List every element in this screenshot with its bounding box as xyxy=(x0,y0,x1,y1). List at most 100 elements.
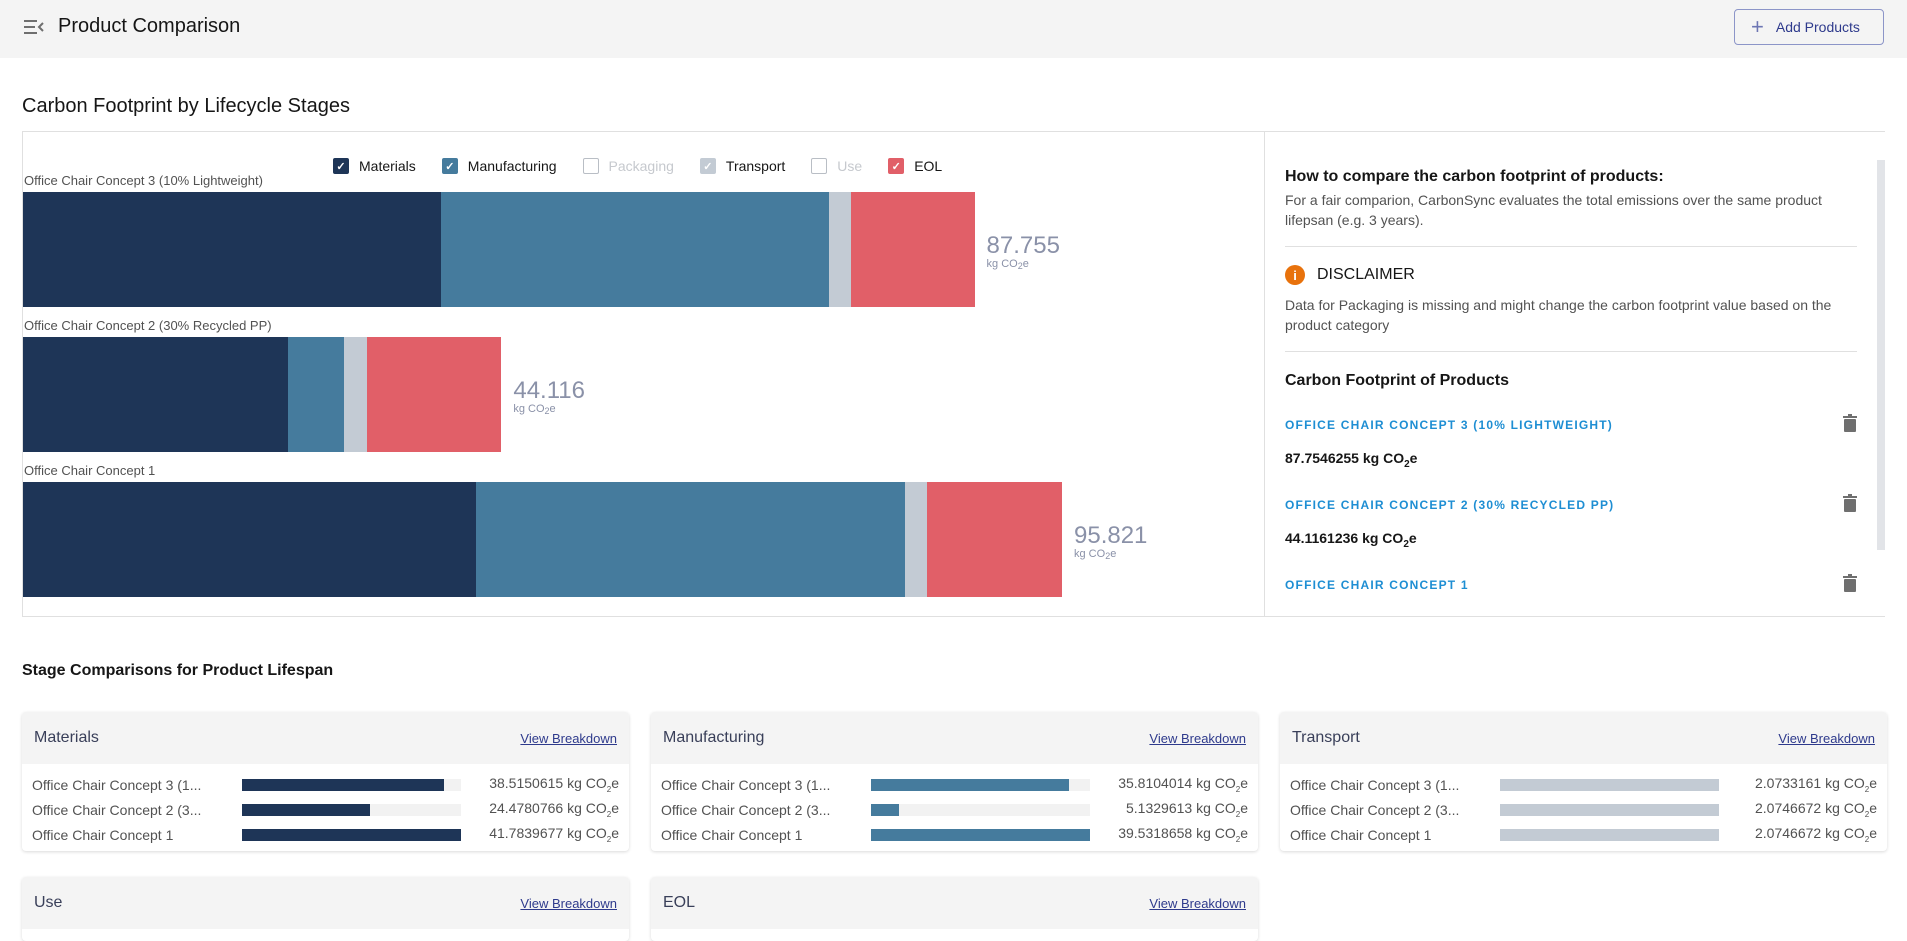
bar-total-unit: kg CO2e xyxy=(1074,548,1117,561)
view-breakdown-link[interactable]: View Breakdown xyxy=(1149,895,1246,911)
bar-segment-manufacturing[interactable] xyxy=(476,482,905,597)
stage-card-materials: Materials View Breakdown Office Chair Conc… xyxy=(22,712,629,851)
view-breakdown-link[interactable]: View Breakdown xyxy=(520,895,617,911)
bar-segment-manufacturing[interactable] xyxy=(288,337,345,452)
view-breakdown-link[interactable]: View Breakdown xyxy=(1149,730,1246,746)
row-bar-fill xyxy=(871,778,1070,791)
disclaimer-title: DISCLAIMER xyxy=(1317,266,1415,283)
bar-segment-transport[interactable] xyxy=(904,482,928,597)
stacked-bar xyxy=(23,482,1062,597)
bar-segment-materials[interactable] xyxy=(23,337,289,452)
comparison-row: Office Chair Concept 1 39.5318658 kg CO2e xyxy=(661,822,1248,847)
product-item: OFFICE CHAIR CONCEPT 1 xyxy=(1285,573,1857,592)
legend-item-materials[interactable]: ✓ Materials xyxy=(333,158,416,174)
bar-segment-transport[interactable] xyxy=(828,192,852,307)
view-breakdown-link[interactable]: View Breakdown xyxy=(1778,730,1875,746)
view-breakdown-link[interactable]: View Breakdown xyxy=(520,730,617,746)
side-panel-scrollbar[interactable] xyxy=(1877,160,1885,550)
side-panel: How to compare the carbon footprint of p… xyxy=(1264,131,1885,617)
legend-label: Packaging xyxy=(608,158,674,174)
checkbox[interactable] xyxy=(582,158,599,174)
card-title: Manufacturing xyxy=(663,729,765,746)
bar-segment-materials[interactable] xyxy=(23,192,441,307)
row-product-name: Office Chair Concept 1 xyxy=(661,826,803,843)
row-bar-track xyxy=(242,803,461,816)
row-bar-track xyxy=(1500,803,1719,816)
row-value: 2.0746672 kg CO2e xyxy=(1755,825,1877,844)
row-product-name: Office Chair Concept 3 (1... xyxy=(32,776,202,793)
comparison-row: Office Chair Concept 2 (3... 24.4780766 k… xyxy=(32,797,619,822)
bar-segment-eol[interactable] xyxy=(366,337,502,452)
legend-label: EOL xyxy=(914,158,943,174)
row-product-name: Office Chair Concept 3 (1... xyxy=(661,776,831,793)
checkbox[interactable] xyxy=(811,158,828,174)
bar-label: Office Chair Concept 2 (30% Recycled PP) xyxy=(24,318,272,333)
row-bar-fill xyxy=(242,778,444,791)
bar-total: 95.821 kg CO2e xyxy=(1074,524,1147,562)
row-bar-fill xyxy=(1500,828,1719,841)
bar-segment-manufacturing[interactable] xyxy=(440,192,829,307)
legend-label: Use xyxy=(837,158,863,174)
row-value: 39.5318658 kg CO2e xyxy=(1118,825,1248,844)
card-body xyxy=(22,929,629,941)
checkbox[interactable]: ✓ xyxy=(699,158,716,174)
bar-total-value: 87.755 xyxy=(986,232,1060,259)
bar-total-unit: kg CO2e xyxy=(513,403,556,416)
legend-item-eol[interactable]: ✓ EOL xyxy=(888,158,942,174)
bar-segment-transport[interactable] xyxy=(344,337,367,452)
product-footprint-value: 87.7546255 kg CO2e xyxy=(1285,450,1418,470)
bar-total-unit: kg CO2e xyxy=(986,258,1029,271)
checkbox[interactable]: ✓ xyxy=(441,158,458,174)
bar-total: 44.116 kg CO2e xyxy=(513,377,585,417)
row-product-name: Office Chair Concept 1 xyxy=(32,826,174,843)
stacked-bar xyxy=(23,337,502,452)
row-product-name: Office Chair Concept 2 (3... xyxy=(32,801,202,818)
row-bar-track xyxy=(871,828,1090,841)
row-value: 2.0746672 kg CO2e xyxy=(1755,800,1877,819)
trash-icon[interactable] xyxy=(1843,573,1857,592)
comparison-row: Office Chair Concept 1 41.7839677 kg CO2e xyxy=(32,822,619,847)
card-body: Office Chair Concept 3 (1... 38.5150615 k… xyxy=(22,764,629,851)
checkbox[interactable]: ✓ xyxy=(333,158,349,174)
row-product-name: Office Chair Concept 2 (3... xyxy=(1290,801,1460,818)
comparison-row: Office Chair Concept 3 (1... 2.0733161 kg… xyxy=(1290,772,1877,797)
card-body: Office Chair Concept 3 (1... 35.8104014 k… xyxy=(651,764,1258,851)
legend-item-packaging[interactable]: Packaging xyxy=(582,158,674,174)
trash-icon[interactable] xyxy=(1843,414,1857,432)
legend-label: Materials xyxy=(359,158,416,174)
product-item: OFFICE CHAIR CONCEPT 3 (10% LIGHTWEIGHT)… xyxy=(1285,414,1857,470)
bar-total: 87.755 kg CO2e xyxy=(986,232,1060,272)
row-bar-track xyxy=(871,778,1090,791)
comparison-row: Office Chair Concept 1 2.0746672 kg CO2e xyxy=(1290,822,1877,847)
menu-collapse-icon[interactable] xyxy=(24,20,44,34)
product-name-link[interactable]: OFFICE CHAIR CONCEPT 1 xyxy=(1285,577,1469,592)
stage-comparisons-title: Stage Comparisons for Product Lifespan xyxy=(22,662,334,679)
stage-card-eol: EOL View Breakdown xyxy=(651,877,1258,941)
row-bar-fill xyxy=(242,803,371,816)
row-product-name: Office Chair Concept 2 (3... xyxy=(661,801,831,818)
product-name-link[interactable]: OFFICE CHAIR CONCEPT 3 (10% LIGHTWEIGHT) xyxy=(1285,418,1614,432)
product-name-link[interactable]: OFFICE CHAIR CONCEPT 2 (30% RECYCLED PP) xyxy=(1285,497,1615,512)
legend-item-manufacturing[interactable]: ✓ Manufacturing xyxy=(441,158,557,174)
add-products-button[interactable]: + Add Products xyxy=(1734,9,1884,45)
row-bar-fill xyxy=(871,828,1090,841)
bar-segment-materials[interactable] xyxy=(23,482,477,597)
row-value: 38.5150615 kg CO2e xyxy=(489,775,619,794)
trash-icon[interactable] xyxy=(1843,493,1857,512)
how-to-compare-title: How to compare the carbon footprint of p… xyxy=(1285,168,1664,185)
card-header: Manufacturing View Breakdown xyxy=(651,712,1258,764)
row-bar-track xyxy=(1500,828,1719,841)
legend-item-use[interactable]: Use xyxy=(811,158,862,174)
bar-segment-eol[interactable] xyxy=(851,192,975,307)
product-item: OFFICE CHAIR CONCEPT 2 (30% RECYCLED PP)… xyxy=(1285,493,1857,550)
checkbox[interactable]: ✓ xyxy=(888,158,905,174)
divider xyxy=(1285,246,1857,247)
row-bar-track xyxy=(242,828,461,841)
stacked-bar xyxy=(23,192,975,307)
bar-total-value: 44.116 xyxy=(513,377,585,404)
bar-segment-eol[interactable] xyxy=(927,482,1062,597)
comparison-row: Office Chair Concept 2 (3... 5.1329613 kg… xyxy=(661,797,1248,822)
product-list: OFFICE CHAIR CONCEPT 3 (10% LIGHTWEIGHT)… xyxy=(1285,414,1857,592)
card-title: Transport xyxy=(1292,729,1360,746)
legend-item-transport[interactable]: ✓ Transport xyxy=(699,158,785,174)
